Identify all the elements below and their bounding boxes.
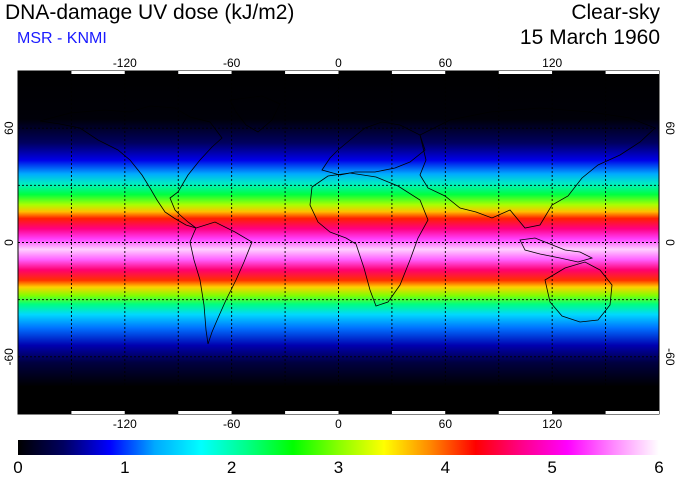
lat-tick-label-right: 60 [663,121,677,135]
lat-tick-label-left: 0 [2,239,16,246]
border-scale-segment [231,411,286,414]
border-scale-segment [178,411,232,414]
greenland-coastline [229,95,281,133]
colorbar-tick-label: 1 [120,458,130,477]
border-scale-segment [605,411,659,414]
border-scale-segment [285,71,339,74]
colorbar [18,440,659,455]
border-scale-segment [605,71,659,74]
lon-tick-label-bottom: -120 [113,417,137,431]
border-scale-segment [231,71,286,74]
lon-tick-label-top: -60 [223,56,241,70]
indonesia-coastline [519,237,594,263]
south-america-coastline [189,221,253,345]
north-america-coastline [39,105,223,229]
colorbar-tick-label: 0 [13,458,23,477]
border-scale-segment [178,71,232,74]
border-scale-segment [18,411,72,414]
australia-coastline [544,261,613,323]
colorbar-tick-label: 2 [226,458,237,477]
map-title: DNA-damage UV dose (kJ/m2) [5,1,295,24]
antarctica-coastline [18,391,659,403]
border-scale-segment [498,71,553,74]
sky-condition: Clear-sky [571,1,660,24]
border-scale-segment [71,411,125,414]
colorbar-tick-label: 3 [333,458,344,477]
border-scale-segment [498,411,553,414]
border-scale-segment [285,411,339,414]
lon-tick-label-bottom: 120 [542,417,562,431]
colorbar-tick-label: 6 [654,458,664,477]
lon-tick-label-bottom: 0 [335,417,342,431]
lat-tick-label-left: -60 [2,348,16,366]
africa-coastline [309,172,429,307]
border-scale-segment [71,71,125,74]
border-scale-segment [391,411,446,414]
border-scale-segment [338,411,392,414]
colorbar-tick-label: 5 [547,458,557,477]
axis-ticks: -120 -120 -60 -60 0 0 60 60 120 120 60 60 0 0 -60 -60 [2,56,677,431]
border-scale-segment [338,71,392,74]
lon-tick-label-bottom: 60 [439,417,453,431]
coastlines [18,95,659,403]
lon-tick-label-top: -120 [113,56,137,70]
lon-tick-label-top: 120 [542,56,562,70]
border-scale-segment [552,411,606,414]
lat-tick-label-right: -60 [663,348,677,366]
asia-coastline [419,107,656,229]
lat-tick-label-right: 0 [663,239,677,246]
border-scale-segment [445,411,499,414]
border-scale-segment [124,411,179,414]
colorbar-tick-label: 4 [440,458,451,477]
lon-tick-label-bottom: -60 [223,417,241,431]
source-label: MSR - KNMI [17,30,107,47]
border-scale-segment [552,71,606,74]
graticule [18,71,659,414]
border-scale-segment [124,71,179,74]
lat-tick-label-left: 60 [2,121,16,135]
lon-tick-label-top: 0 [335,56,342,70]
border-scale-segment [391,71,446,74]
border-scale-segment [18,71,72,74]
border-scale-segment [445,71,499,74]
map-date: 15 March 1960 [519,26,660,49]
lon-tick-label-top: 60 [439,56,453,70]
